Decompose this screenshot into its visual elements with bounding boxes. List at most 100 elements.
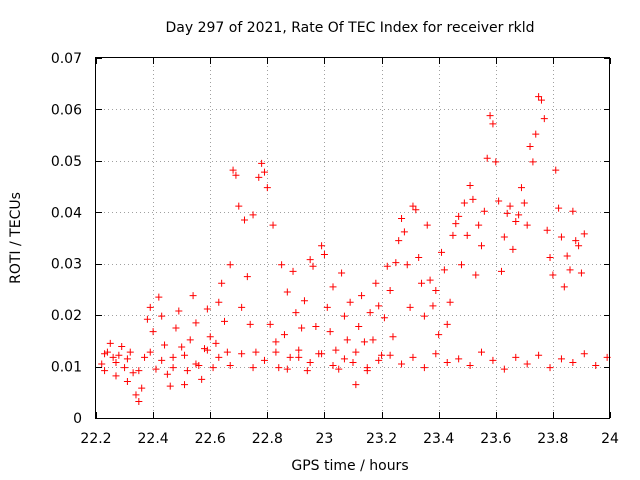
data-point	[557, 355, 565, 363]
data-point	[389, 333, 397, 341]
data-point	[355, 322, 363, 330]
y-tick-label: 0.07	[51, 51, 82, 67]
x-tick-label: 23.2	[366, 431, 397, 447]
y-tick-labels: 0 0.01 0.02 0.03 0.04 0.05 0.06 0.07	[51, 51, 82, 427]
data-point	[278, 261, 286, 269]
data-point	[272, 338, 280, 346]
data-point	[121, 364, 129, 372]
y-tick-label: 0.02	[51, 308, 82, 324]
data-point	[212, 339, 220, 347]
data-point	[580, 350, 588, 358]
data-point	[161, 341, 169, 349]
data-point	[186, 336, 194, 344]
data-point	[452, 220, 460, 228]
data-point	[118, 343, 126, 351]
data-point	[418, 279, 426, 287]
data-point	[240, 216, 248, 224]
y-tick-label: 0	[73, 411, 82, 427]
data-point	[406, 303, 414, 311]
data-point	[352, 381, 360, 389]
data-point	[532, 130, 540, 138]
data-point	[569, 207, 577, 215]
data-point	[332, 346, 340, 354]
chart-title: Day 297 of 2021, Rate Of TEC Index for r…	[165, 20, 534, 36]
data-point	[183, 367, 191, 375]
data-point	[440, 266, 448, 274]
data-point	[375, 356, 383, 364]
data-point	[469, 195, 477, 203]
data-point	[146, 348, 154, 356]
axis-ticks	[96, 58, 611, 419]
y-tick-label: 0.01	[51, 360, 82, 376]
data-point	[352, 348, 360, 356]
data-point	[206, 333, 214, 341]
data-point	[340, 312, 348, 320]
data-point	[135, 398, 143, 406]
data-point	[420, 364, 428, 372]
data-point	[500, 365, 508, 373]
data-point	[306, 358, 314, 366]
data-point	[555, 204, 563, 212]
data-point	[455, 212, 463, 220]
data-point	[143, 315, 151, 323]
data-point	[221, 317, 228, 325]
plot-frame	[95, 57, 610, 419]
data-point	[409, 353, 417, 361]
data-point	[432, 286, 440, 294]
data-point	[132, 391, 140, 399]
data-point	[226, 261, 234, 269]
data-point	[306, 256, 314, 264]
data-point	[295, 353, 303, 361]
data-point	[255, 173, 263, 181]
data-point	[460, 199, 468, 207]
data-point	[409, 202, 417, 210]
data-point	[198, 375, 206, 383]
data-point	[195, 362, 203, 370]
data-point	[463, 231, 471, 239]
data-point	[552, 166, 560, 174]
data-point	[218, 279, 226, 287]
data-point	[112, 358, 120, 366]
data-point	[289, 267, 297, 275]
data-point	[303, 367, 311, 375]
data-point	[272, 348, 280, 356]
data-point	[572, 237, 580, 245]
data-point	[215, 298, 223, 306]
data-point	[372, 279, 380, 287]
data-point	[506, 202, 514, 210]
data-point	[349, 358, 357, 366]
data-point	[523, 360, 531, 368]
data-point	[560, 283, 568, 291]
data-point	[449, 231, 457, 239]
data-point	[580, 230, 588, 238]
x-tick-label: 22.6	[195, 431, 226, 447]
data-point	[369, 336, 377, 344]
data-point	[166, 382, 174, 390]
data-point	[209, 364, 217, 372]
data-point	[489, 356, 497, 364]
data-point	[106, 339, 114, 347]
data-point	[363, 364, 371, 372]
data-point	[103, 348, 111, 356]
data-point	[201, 345, 209, 353]
data-point	[326, 328, 334, 336]
y-tick-label: 0.06	[51, 102, 82, 118]
data-point	[569, 358, 577, 366]
data-point	[175, 307, 183, 315]
data-point	[101, 350, 109, 358]
data-point	[203, 305, 211, 313]
x-tick-label: 22.2	[80, 431, 111, 447]
data-point	[141, 353, 149, 361]
data-point	[309, 262, 317, 270]
data-point	[492, 158, 500, 166]
grid-lines	[96, 58, 610, 418]
data-point	[238, 303, 246, 311]
data-point	[549, 271, 557, 279]
data-point	[295, 346, 303, 354]
data-point	[283, 288, 291, 296]
data-point	[557, 233, 565, 241]
data-point	[346, 298, 354, 306]
data-point	[392, 259, 400, 267]
data-point	[480, 207, 488, 215]
